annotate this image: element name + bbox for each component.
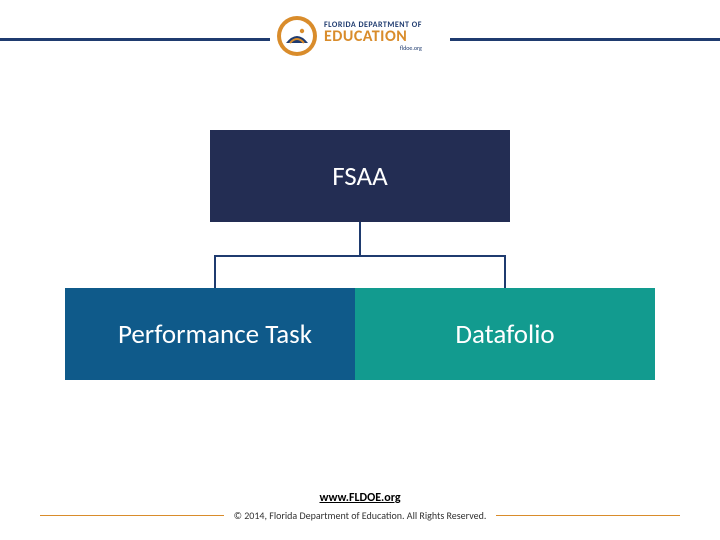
connector-horizontal xyxy=(214,255,506,257)
logo-text: FLORIDA DEPARTMENT OF EDUCATION fldoe.or… xyxy=(324,21,422,51)
child-left-label: Performance Task xyxy=(118,318,312,351)
logo-line3: fldoe.org xyxy=(400,45,422,51)
logo: FLORIDA DEPARTMENT OF EDUCATION fldoe.or… xyxy=(270,8,450,64)
footer-link[interactable]: www.FLDOE.org xyxy=(319,491,400,505)
connector-vertical-left xyxy=(214,255,216,288)
connector-vertical-root xyxy=(359,222,361,255)
child-node-right: Datafolio xyxy=(355,288,655,380)
logo-seal-icon xyxy=(276,15,318,57)
connector-vertical-right xyxy=(504,255,506,288)
child-right-label: Datafolio xyxy=(455,318,554,351)
footer-rule-right xyxy=(496,515,680,516)
child-node-left: Performance Task xyxy=(65,288,365,380)
footer: www.FLDOE.org © 2014, Florida Department… xyxy=(0,487,720,522)
root-node: FSAA xyxy=(210,130,510,222)
footer-copyright: © 2014, Florida Department of Education.… xyxy=(234,509,487,522)
footer-rule-wrap: © 2014, Florida Department of Education.… xyxy=(0,509,720,522)
logo-line2: EDUCATION xyxy=(324,29,422,45)
root-label: FSAA xyxy=(332,160,387,193)
footer-rule-left xyxy=(40,515,224,516)
